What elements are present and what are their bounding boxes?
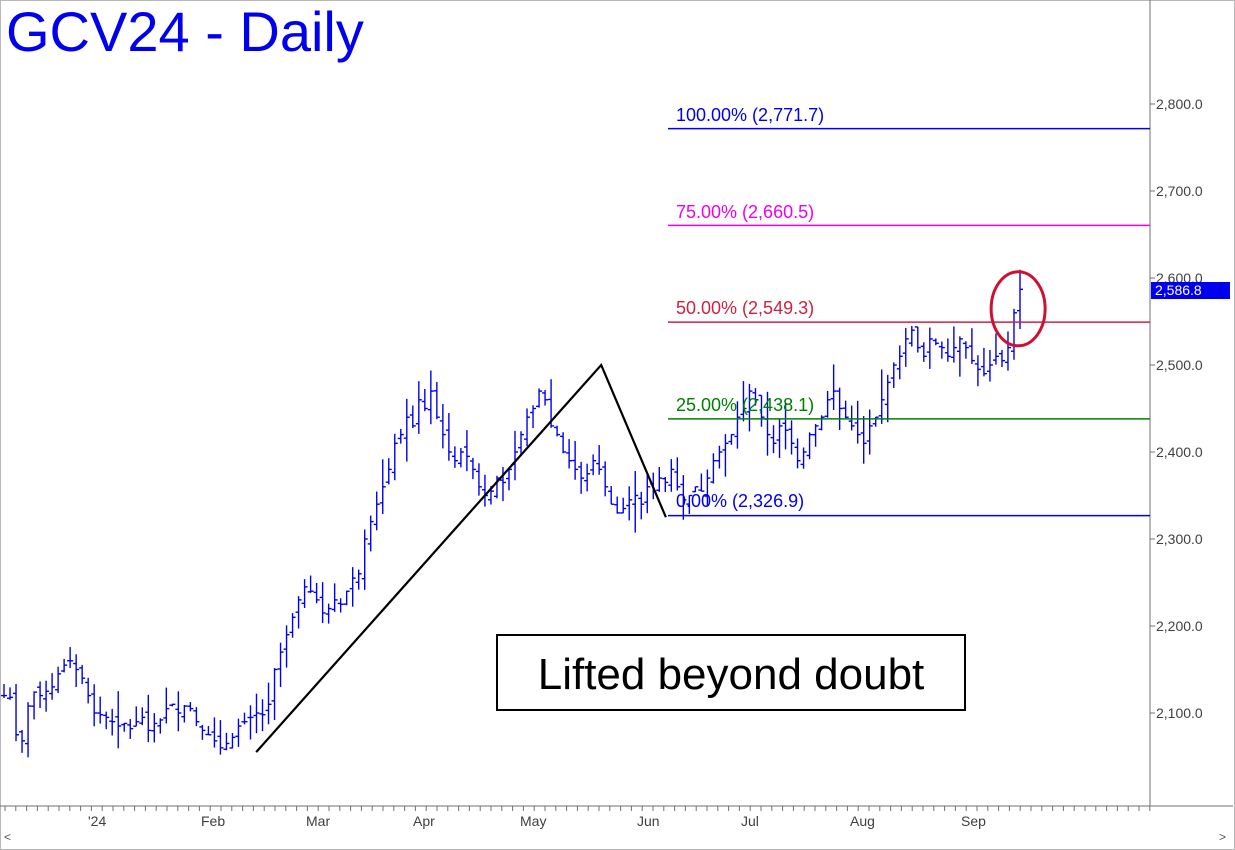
- highlight-circle: [989, 270, 1047, 348]
- abc-pattern-line: [255, 362, 667, 753]
- fib-label-100: 100.00% (2,771.7): [676, 105, 825, 125]
- last-price-badge: 2,586.8: [1151, 282, 1230, 299]
- x-tick-aug: Aug: [850, 813, 875, 829]
- y-tick-2300: 2,300.0: [1156, 531, 1203, 547]
- x-tick-may: May: [520, 813, 547, 829]
- fib-label-0: 0.00% (2,326.9): [676, 491, 805, 511]
- y-tick-2400: 2,400.0: [1156, 444, 1203, 460]
- x-tick-24: '24: [88, 813, 107, 829]
- y-tick-2700: 2,700.0: [1156, 183, 1203, 199]
- x-tick-apr: Apr: [413, 813, 435, 829]
- fib-label-25: 25.00% (2,438.1): [676, 395, 815, 415]
- scroll-left-icon[interactable]: <: [4, 830, 12, 844]
- fib-label-50: 50.00% (2,549.3): [676, 298, 815, 318]
- x-tick-jun: Jun: [637, 813, 660, 829]
- y-tick-2500: 2,500.0: [1156, 357, 1203, 373]
- chart-title: GCV24 - Daily: [6, 0, 364, 63]
- x-tick-mar: Mar: [306, 813, 331, 829]
- x-tick-jul: Jul: [741, 813, 759, 829]
- y-tick-2100: 2,100.0: [1156, 705, 1203, 721]
- x-tick-sep: Sep: [961, 813, 986, 829]
- y-tick-2200: 2,200.0: [1156, 618, 1203, 634]
- fib-label-75: 75.00% (2,660.5): [676, 202, 815, 222]
- y-tick-2800: 2,800.0: [1156, 96, 1203, 112]
- scroll-right-icon[interactable]: >: [1219, 830, 1227, 844]
- annotation-box: Lifted beyond doubt: [496, 634, 966, 711]
- x-tick-feb: Feb: [201, 813, 226, 829]
- y-tick-2600: 2,600.0: [1156, 270, 1203, 286]
